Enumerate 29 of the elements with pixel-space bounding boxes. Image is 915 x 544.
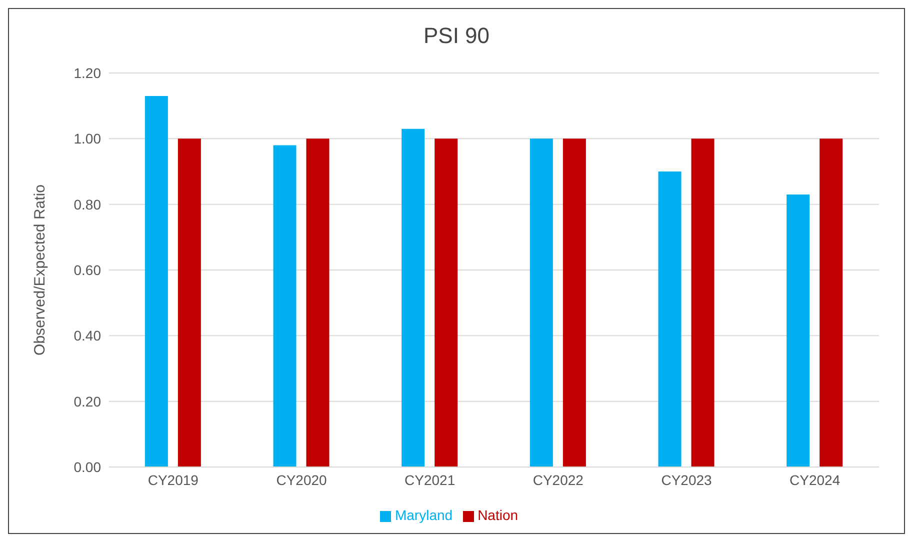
y-tick-label: 1.00 [74,130,102,147]
bar [658,172,682,467]
bar [820,138,843,467]
bar [786,194,810,467]
x-tick-label: CY2023 [661,472,712,488]
bar [562,138,586,467]
legend-label: Nation [478,507,518,523]
legend-label: Maryland [394,507,453,523]
x-tick-label: CY2021 [404,472,456,488]
x-tick-label: CY2020 [276,472,328,488]
y-tick-label: 0.40 [74,328,102,344]
x-tick-label: CY2024 [790,472,840,488]
x-tick-label: CY2022 [532,472,584,488]
bar [178,138,201,467]
bar [530,138,553,467]
y-tick-label: 0.60 [74,262,102,278]
y-axis-title: Observed/Expected Ratio [31,184,48,356]
y-tick-label: 0.00 [74,458,102,475]
bar [306,138,330,467]
y-tick-label: 0.20 [74,393,102,410]
bar [691,138,714,467]
bar [402,128,425,467]
x-tick-label: CY2019 [148,472,199,488]
chart-title: PSI 90 [422,22,491,50]
bar [144,96,168,467]
y-tick-label: 1.20 [74,64,102,81]
bar [434,138,458,467]
y-tick-label: 0.80 [74,196,102,212]
bar [273,145,296,467]
